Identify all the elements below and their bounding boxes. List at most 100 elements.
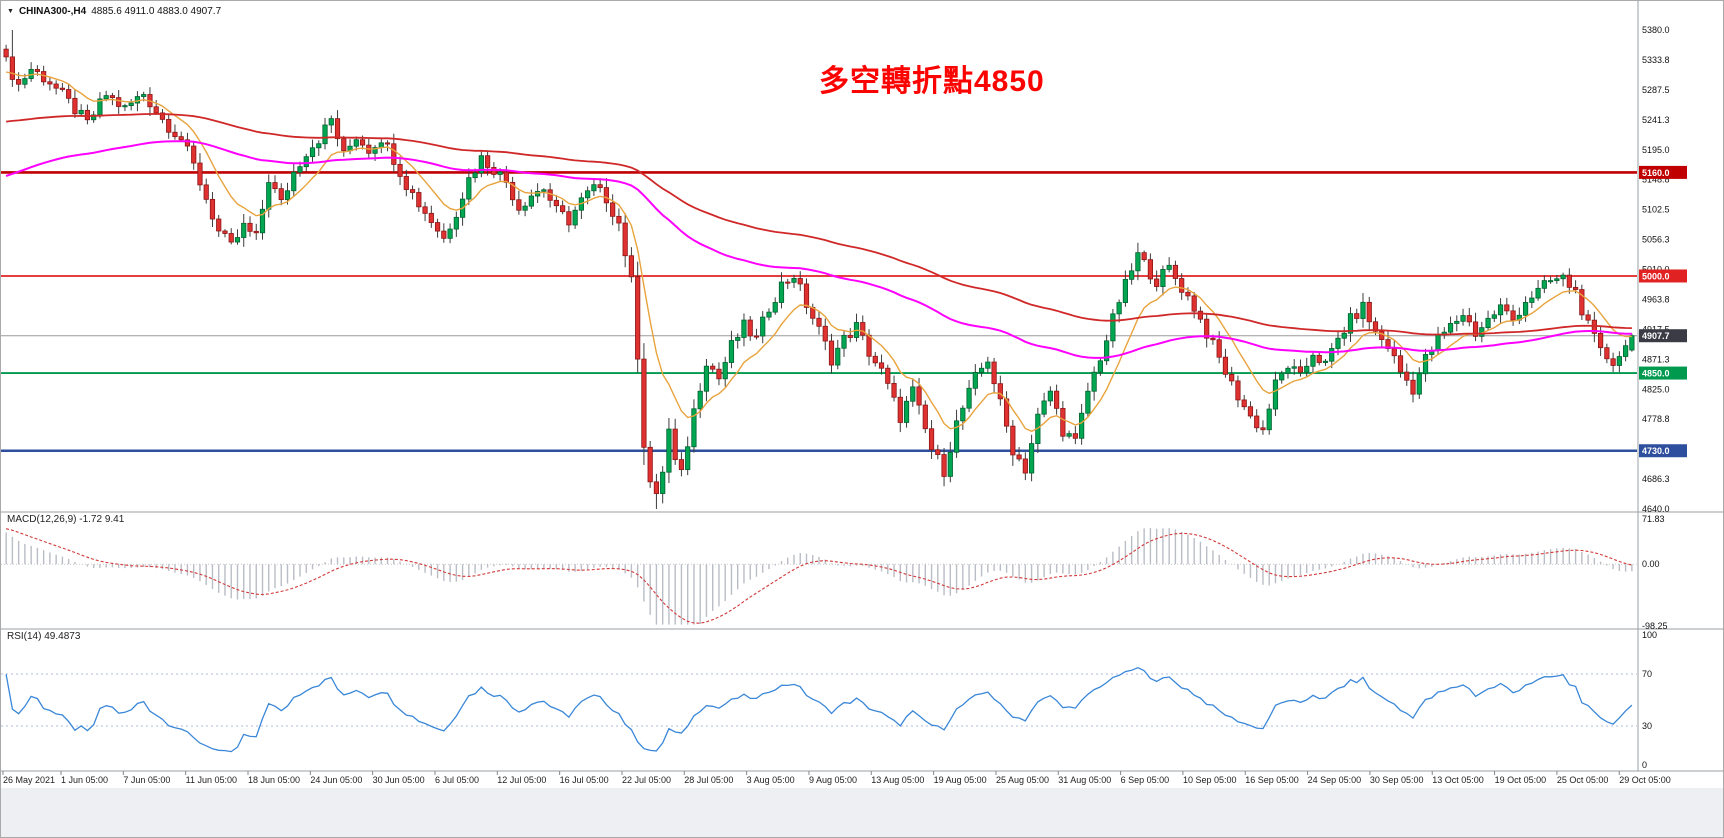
candle-body <box>1054 390 1060 409</box>
candle-body <box>1091 371 1097 392</box>
window-chrome-bottom <box>1 788 1723 837</box>
candle-body <box>447 228 453 239</box>
candle-body <box>1222 356 1229 375</box>
rsi-axis-label: 0 <box>1642 760 1647 770</box>
price-axis-label: 4686.3 <box>1642 474 1670 484</box>
candle-body <box>1372 321 1379 332</box>
candle-body <box>159 112 166 120</box>
candle-body <box>922 404 928 430</box>
price-tag <box>1639 444 1687 458</box>
price-axis-label: 5148.8 <box>1642 175 1670 185</box>
candle-body <box>541 189 547 192</box>
candle-body <box>1554 278 1560 281</box>
candle-body <box>1404 371 1410 381</box>
candle-body <box>309 147 316 158</box>
time-axis-label: 19 Aug 05:00 <box>934 775 987 785</box>
candle-body <box>1572 286 1579 290</box>
candle-body <box>272 182 278 190</box>
candle-body <box>303 156 309 168</box>
price-axis-label: 4778.8 <box>1642 414 1670 424</box>
macd-axis-label: -98.25 <box>1642 621 1668 631</box>
price-tag <box>1639 366 1687 380</box>
candle-body <box>1466 315 1472 323</box>
time-axis-label: 18 Jun 05:00 <box>248 775 300 785</box>
candle-body <box>635 276 641 360</box>
candle-body <box>384 142 391 145</box>
candle-body <box>510 181 516 201</box>
time-axis-label: 3 Aug 05:00 <box>747 775 795 785</box>
candle-body <box>1016 454 1022 460</box>
candle-body <box>1166 264 1172 270</box>
candle-body <box>66 89 72 99</box>
candle-body <box>1510 310 1516 321</box>
candle-body <box>491 167 497 175</box>
candle-body <box>1122 278 1128 303</box>
candle-body <box>1422 354 1429 375</box>
candle-body <box>641 358 647 448</box>
candle-body <box>1079 412 1085 439</box>
candle-body <box>772 302 778 313</box>
candle-body <box>466 177 472 200</box>
candle-body <box>128 102 134 106</box>
candle-body <box>1260 427 1266 431</box>
time-axis-label: 10 Sep 05:00 <box>1183 775 1237 785</box>
candle-body <box>1322 360 1329 363</box>
candle-body <box>1522 302 1529 316</box>
price-axis-label: 5380.0 <box>1642 25 1670 35</box>
candle-body <box>1154 278 1160 287</box>
ohlc-values: 4885.6 4911.0 4883.0 4907.7 <box>91 6 222 17</box>
symbol-timeframe-label: CHINA300-,H4 <box>18 6 87 17</box>
time-axis-label: 22 Jul 05:00 <box>622 775 671 785</box>
candle-body <box>891 382 897 398</box>
price-tag <box>1639 329 1687 343</box>
time-axis-label: 28 Jul 05:00 <box>684 775 733 785</box>
candle-body <box>1291 366 1297 369</box>
candle-body <box>297 166 303 173</box>
candle-body <box>528 195 534 207</box>
candle-body <box>241 222 247 238</box>
candle-body <box>560 205 566 213</box>
candle-body <box>553 199 559 207</box>
candle-body <box>109 95 116 99</box>
candle-body <box>860 322 866 336</box>
price-axis-label: 5056.3 <box>1642 235 1670 245</box>
time-axis-label: 12 Jul 05:00 <box>497 775 546 785</box>
candle-body <box>1047 390 1053 402</box>
candle-body <box>1391 348 1397 357</box>
candle-body <box>203 184 209 200</box>
candle-body <box>678 459 685 470</box>
candle-body <box>497 171 503 175</box>
candle-body <box>1097 360 1103 373</box>
price-axis-label: 5333.8 <box>1642 55 1670 65</box>
candle-body <box>753 335 760 338</box>
candle-body <box>247 222 253 232</box>
candle-body <box>1416 373 1422 395</box>
macd-signal-line <box>5 528 1633 624</box>
price-tag-label: 4730.0 <box>1642 446 1670 456</box>
candle-body <box>253 230 259 234</box>
time-axis-label: 9 Aug 05:00 <box>809 775 857 785</box>
candle-body <box>409 189 416 193</box>
candle-body <box>885 367 891 384</box>
candle-body <box>1066 433 1072 437</box>
price-axis-label: 5287.5 <box>1642 85 1670 95</box>
candle-body <box>797 278 803 285</box>
price-axis-label: 4871.3 <box>1642 354 1670 364</box>
candle-body <box>710 365 716 370</box>
candle-body <box>397 164 403 177</box>
candle-body <box>1279 372 1285 381</box>
macd-label: MACD(12,26,9) -1.72 9.41 <box>7 514 125 525</box>
candle-body <box>1172 264 1179 279</box>
time-axis-label: 30 Sep 05:00 <box>1370 775 1424 785</box>
time-axis-label: 6 Sep 05:00 <box>1121 775 1170 785</box>
candle-body <box>1104 340 1110 362</box>
chart-dropdown-icon[interactable]: ▼ <box>7 8 14 15</box>
candle-body <box>441 230 447 239</box>
candle-body <box>685 446 691 470</box>
candle-body <box>522 205 528 211</box>
candle-body <box>1497 304 1504 316</box>
candle-body <box>1329 348 1335 362</box>
candle-body <box>322 124 328 145</box>
candle-body <box>1560 274 1566 280</box>
